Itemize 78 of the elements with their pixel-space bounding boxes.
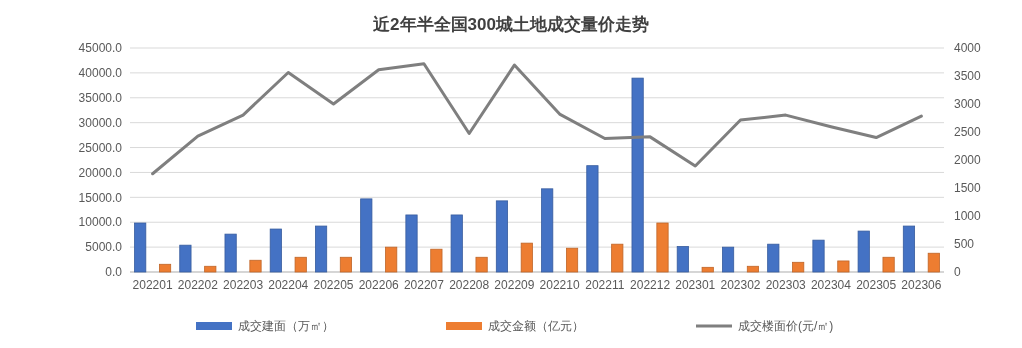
x-tick-label: 202208 [449, 278, 490, 292]
bar [746, 265, 759, 273]
bar [792, 261, 805, 273]
y2-tick-label: 4000 [954, 41, 982, 56]
bar [611, 243, 624, 273]
y-tick-label: 5000.0 [85, 240, 123, 255]
x-tick-label: 202302 [720, 278, 761, 292]
x-tick-label: 202212 [630, 278, 671, 292]
bar [722, 246, 735, 273]
y2-tick-label: 3000 [954, 97, 982, 112]
y2-tick-label: 3500 [954, 69, 982, 84]
bar [882, 256, 895, 273]
bar [837, 260, 850, 273]
x-tick-label: 202303 [765, 278, 807, 292]
bar [676, 246, 689, 273]
bar [902, 225, 916, 273]
y-tick-label: 15000.0 [78, 190, 123, 205]
bar [656, 222, 669, 273]
x-tick-label: 202209 [494, 278, 535, 292]
bar [495, 200, 509, 273]
y2-tick-label: 1000 [954, 209, 982, 224]
y-tick-label: 20000.0 [78, 165, 123, 180]
bar [134, 222, 147, 273]
x-tick-label: 202305 [856, 278, 897, 292]
y2-tick-label: 500 [954, 237, 975, 252]
bar [701, 266, 714, 273]
bar [857, 230, 870, 273]
bar [158, 263, 172, 273]
x-tick-label: 202203 [223, 278, 264, 292]
bar [767, 243, 780, 273]
bar [475, 256, 488, 273]
x-tick-label: 202205 [313, 278, 354, 292]
bar [339, 256, 352, 273]
y-tick-label: 25000.0 [78, 140, 123, 155]
bar [520, 242, 533, 273]
x-tick-label: 202202 [177, 278, 219, 292]
bar [179, 244, 192, 273]
bar [541, 188, 554, 273]
y2-tick-label: 2000 [954, 153, 982, 168]
bar [450, 214, 463, 273]
x-tick-label: 202207 [403, 278, 445, 292]
legend-label: 成交建面（万㎡） [238, 319, 334, 333]
y-tick-label: 10000.0 [78, 215, 123, 230]
x-tick-label: 202211 [585, 278, 625, 292]
bar [269, 228, 282, 273]
chart-title: 近2年半全国300城土地成交量价走势 [372, 15, 649, 34]
bar [586, 165, 599, 273]
x-tick-label: 202201 [132, 278, 173, 292]
line-series [151, 62, 923, 176]
y-tick-label: 40000.0 [78, 66, 123, 81]
bar [565, 247, 579, 273]
bar [430, 248, 443, 273]
legend-label: 成交金额（亿元） [488, 319, 584, 333]
x-tick-label: 202210 [539, 278, 580, 292]
bar [631, 77, 644, 273]
bar [405, 214, 418, 273]
x-tick-label: 202204 [268, 278, 309, 292]
y2-tick-label: 1500 [954, 181, 982, 196]
y2-tick-label: 2500 [954, 125, 982, 140]
x-tick-label: 202304 [810, 278, 852, 292]
bar [249, 259, 262, 273]
bar [812, 239, 825, 273]
x-tick-label: 202301 [675, 278, 716, 292]
y-tick-label: 30000.0 [78, 115, 123, 130]
bar [927, 252, 940, 273]
bar [315, 225, 328, 273]
bar [204, 265, 217, 273]
bar [385, 246, 398, 273]
y-tick-label: 45000.0 [78, 41, 123, 56]
x-tick-label: 202206 [358, 278, 400, 292]
bar [360, 198, 373, 273]
x-tick-label: 202306 [901, 278, 942, 292]
y2-tick-label: 0 [954, 265, 961, 280]
y-tick-label: 35000.0 [78, 90, 123, 105]
bar [294, 256, 307, 273]
bar [224, 233, 237, 273]
legend-label: 成交楼面价(元/㎡) [738, 319, 834, 333]
y-tick-label: 0.0 [105, 265, 123, 280]
